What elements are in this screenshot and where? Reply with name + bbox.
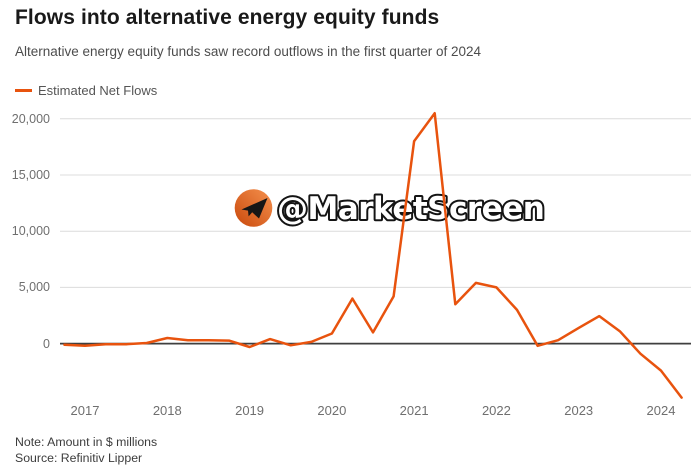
legend-label: Estimated Net Flows (38, 82, 158, 98)
watermark: @MarketScreen (234, 189, 547, 229)
page-title: Flows into alternative energy equity fun… (15, 6, 440, 29)
note-text: Note: Amount in $ millions (15, 435, 158, 449)
gridlines-group (60, 118, 691, 345)
legend-line-swatch (15, 88, 32, 92)
footer-notes: Note: Amount in $ millions Source: Refin… (15, 435, 157, 466)
telegram-plane-icon (241, 198, 268, 219)
legend: Estimated Net Flows (15, 82, 157, 98)
chart-subtitle: Alternative energy equity funds saw reco… (15, 44, 482, 59)
net-flows-line (63, 111, 683, 399)
watermark-text: @MarketScreen (277, 191, 544, 227)
series-line-group (63, 111, 683, 399)
source-text: Source: Refinitiv Lipper (15, 450, 143, 465)
